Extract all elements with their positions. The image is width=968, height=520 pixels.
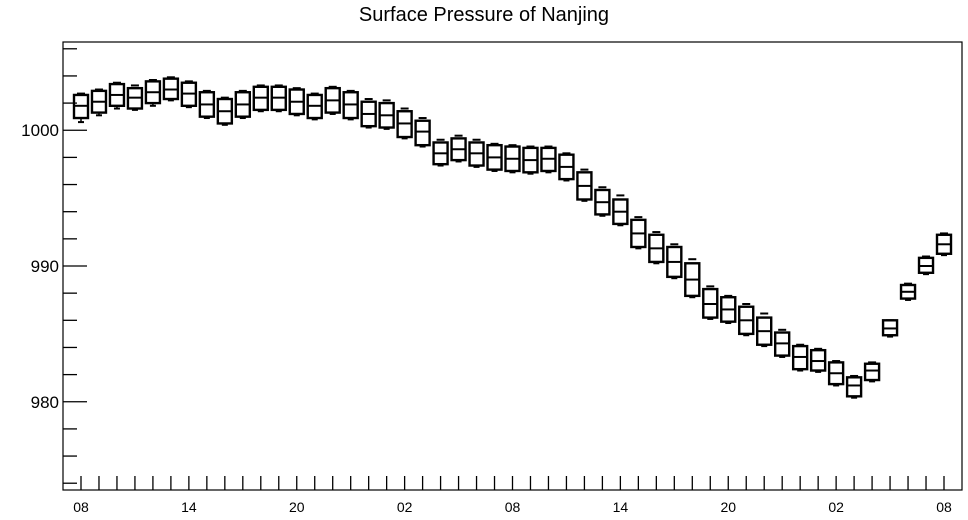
box-iqr <box>863 362 881 382</box>
x-tick-label: 20 <box>720 499 736 515</box>
boxes <box>72 76 953 399</box>
box-mark <box>791 343 809 372</box>
box-mark <box>324 85 341 115</box>
box-mark <box>881 319 899 338</box>
box-mark <box>666 243 683 280</box>
box-mark <box>845 374 863 399</box>
box-mark <box>756 312 773 348</box>
box-mark <box>738 303 755 337</box>
box-mark <box>252 84 269 113</box>
box-mark <box>144 79 162 107</box>
box-mark <box>899 282 917 301</box>
box-mark <box>360 98 377 129</box>
box-mark <box>486 142 503 172</box>
plot-frame <box>62 41 963 491</box>
box-mark <box>288 87 305 117</box>
box-mark <box>216 96 234 126</box>
box-mark <box>270 84 287 113</box>
x-tick-label: 08 <box>936 499 952 515</box>
x-tick-label: 14 <box>181 499 197 515</box>
box-mark <box>917 255 935 276</box>
box-mark <box>504 144 521 174</box>
y-tick-label: 990 <box>31 257 59 276</box>
box-mark <box>863 361 881 383</box>
x-tick-label: 08 <box>73 499 89 515</box>
box-mark <box>809 347 827 373</box>
box-iqr <box>845 376 863 398</box>
box-mark <box>342 89 359 121</box>
y-tick-label: 980 <box>31 393 59 412</box>
box-mark <box>576 168 593 202</box>
box-mark <box>630 216 647 250</box>
box-mark <box>612 194 629 227</box>
box-mark <box>468 138 485 168</box>
box-mark <box>378 99 395 130</box>
box-mark <box>684 258 701 299</box>
box-mark <box>90 88 108 117</box>
box-mark <box>72 92 90 124</box>
y-tick-label: 1000 <box>21 121 59 140</box>
box-mark <box>108 81 126 110</box>
box-mark <box>126 84 144 111</box>
box-mark <box>522 145 539 175</box>
box-mark <box>935 232 953 257</box>
box-mark <box>234 89 252 120</box>
box-mark <box>432 138 449 167</box>
box-mark <box>198 89 216 120</box>
box-mark <box>558 152 575 182</box>
x-tick-label: 08 <box>505 499 521 515</box>
box-mark <box>306 92 323 121</box>
box-mark <box>648 231 665 265</box>
chart-title: Surface Pressure of Nanjing <box>358 4 610 26</box>
x-tick-label: 14 <box>613 499 629 515</box>
x-tick-label: 02 <box>828 499 844 515</box>
box-mark <box>540 145 557 174</box>
x-tick-label: 20 <box>289 499 305 515</box>
box-mark <box>450 134 467 163</box>
box-mark <box>702 285 719 320</box>
box-mark <box>594 186 611 217</box>
box-mark <box>720 294 737 325</box>
x-tick-label: 02 <box>397 499 413 515</box>
box-mark <box>396 107 413 140</box>
box-mark <box>162 76 180 102</box>
axes: 980 990 1000 08 14 20 02 08 14 20 02 08 <box>21 41 963 515</box>
box-mark <box>827 360 845 387</box>
box-mark <box>180 80 198 109</box>
box-iqr <box>414 119 431 147</box>
box-mark <box>414 117 431 148</box>
box-mark <box>773 328 791 358</box>
